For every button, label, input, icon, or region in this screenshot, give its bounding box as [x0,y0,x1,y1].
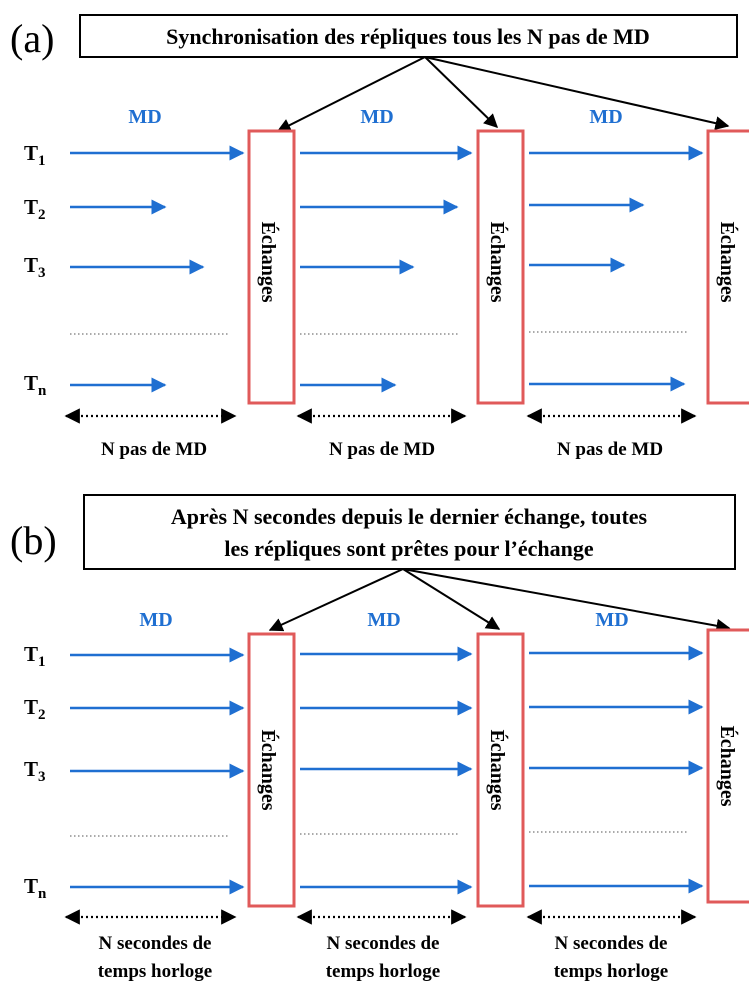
interval-label-line1: N secondes de [555,933,668,954]
interval-label-line2: temps horloge [98,961,213,982]
interval-label-line2: temps horloge [326,961,441,982]
exchange-box [476,632,525,908]
pointer-arrow [268,568,404,632]
panel-a-label: (a) [10,16,54,61]
exchange-box [476,129,525,405]
exchange-box [706,129,749,405]
panel-b-title-box [83,494,736,570]
md-label: MD [589,106,622,128]
panel-b-title-line2: les répliques sont prêtes pour l’échange [224,536,594,561]
md-label: MD [367,609,400,631]
exchange-box [247,632,296,908]
exchange-label: Échanges [486,221,509,302]
md-label: MD [360,106,393,128]
panel-b-title-line1: Après N secondes depuis le dernier échan… [171,504,648,529]
temperature-label-tn: Tn [24,874,47,902]
interval-label: N pas de MD [329,439,435,460]
temperature-label-t2: T2 [24,695,46,723]
pointer-arrow [402,568,731,633]
temperature-label-t3: T3 [24,253,46,281]
exchange-box [247,129,296,405]
md-label: MD [595,609,628,631]
exchange-label: Échanges [486,729,509,810]
interval-label-line1: N secondes de [99,933,212,954]
temperature-label-t3: T3 [24,757,46,785]
panel-a-title: Synchronisation des répliques tous les N… [166,24,650,49]
interval-label: N pas de MD [101,439,207,460]
temperature-label-t2: T2 [24,195,46,223]
panel-b: (b) Après N secondes depuis le dernier é… [10,494,749,982]
temperature-label-tn: Tn [24,371,47,399]
panel-a: (a) Synchronisation des répliques tous l… [10,14,749,460]
exchange-box [706,628,749,904]
md-label: MD [128,106,161,128]
exchange-label: Échanges [716,221,739,302]
temperature-label-t1: T1 [24,141,46,169]
exchange-label: Échanges [257,729,280,810]
panel-a-title-box [79,14,738,58]
exchange-label: Échanges [716,725,739,806]
temperature-label-t1: T1 [24,642,46,670]
pointer-arrow [424,56,499,128]
interval-label-line1: N secondes de [327,933,440,954]
panel-b-label: (b) [10,518,57,563]
pointer-arrow [402,568,501,630]
exchange-label: Échanges [257,221,280,302]
interval-label: N pas de MD [557,439,663,460]
interval-label-line2: temps horloge [554,961,669,982]
pointer-arrow [276,56,426,132]
pointer-arrow [424,56,730,131]
md-label: MD [139,609,172,631]
